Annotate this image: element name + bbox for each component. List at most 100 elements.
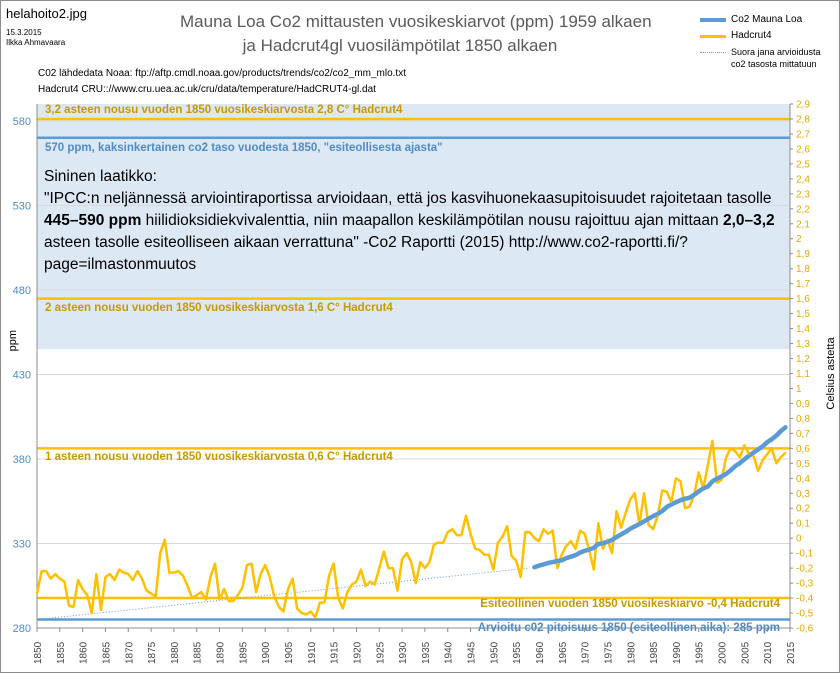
hadcrut-point xyxy=(711,440,714,442)
hadcrut-point xyxy=(383,550,385,553)
x-tick-label: 1855 xyxy=(56,641,67,664)
co2-point xyxy=(633,525,636,528)
co2-point xyxy=(551,561,554,564)
y-right-tick-label: 0,4 xyxy=(796,474,810,485)
legend: Co2 Mauna Loa Hadcrut4 Suora jana arvioi… xyxy=(700,14,836,88)
hadcrut-point xyxy=(264,564,266,566)
hadcrut-point xyxy=(679,480,682,483)
hadcrut-point xyxy=(259,573,262,575)
annotation-285-ppm: Arvioitu c02 pitoisuus 1850 (esiteolline… xyxy=(477,621,780,634)
hadcrut-point xyxy=(757,470,759,472)
hadcrut-point xyxy=(186,585,189,587)
hadcrut-point xyxy=(287,588,289,590)
y-right-tick-label: 1,8 xyxy=(796,264,810,275)
hadcrut-point xyxy=(697,471,700,474)
co2-point xyxy=(779,430,782,433)
x-tick-label: 1860 xyxy=(79,641,90,664)
legend-swatch-trend xyxy=(700,52,726,53)
hadcrut-point xyxy=(506,525,508,527)
y-right-tick-label: 1,5 xyxy=(796,309,810,320)
co2-point xyxy=(638,523,641,526)
hadcrut-point xyxy=(405,552,408,554)
y-right-tick-label: 0,2 xyxy=(796,504,810,515)
hadcrut-point xyxy=(314,616,317,619)
x-tick-label: 1920 xyxy=(352,641,363,664)
x-tick-label: 1975 xyxy=(603,641,614,664)
annotation-3-2-degree: 3,2 asteen nousu vuoden 1850 vuosikeskia… xyxy=(45,103,403,116)
co2-point xyxy=(725,472,728,475)
hadcrut-point xyxy=(433,543,435,545)
y-right-tick-label: 0,7 xyxy=(796,429,810,440)
co2-point xyxy=(729,469,732,472)
hadcrut-point xyxy=(159,552,162,554)
hadcrut-point xyxy=(95,573,98,575)
y-left-tick-label: 530 xyxy=(13,200,31,212)
x-tick-label: 1915 xyxy=(330,641,341,664)
quote-part3: asteen tasolle esiteolliseen aikaan verr… xyxy=(44,234,688,273)
co2-point xyxy=(688,496,691,499)
co2-point xyxy=(784,426,787,429)
hadcrut-point xyxy=(492,568,495,571)
hadcrut-point xyxy=(232,600,235,602)
y-right-tick-label: 0 xyxy=(796,534,802,545)
hadcrut-point xyxy=(122,571,125,574)
x-tick-label: 1875 xyxy=(147,641,158,664)
x-tick-label: 1960 xyxy=(535,641,546,664)
x-tick-label: 1990 xyxy=(672,641,683,664)
hadcrut-point xyxy=(45,570,47,572)
hadcrut-point xyxy=(214,562,216,565)
y-right-tick-labels: -0,6 -0,5 -0,4 -0,3 -0,2 -0,1 0 0,1 0,2 0,3 0,4 0,5… xyxy=(790,100,814,635)
co2-point xyxy=(538,564,540,567)
y-right-tick-label: 0,6 xyxy=(796,444,810,455)
hadcrut-point xyxy=(109,573,111,575)
co2-point xyxy=(647,517,650,520)
hadcrut-point xyxy=(615,510,618,513)
y-right-tick-label: 2,7 xyxy=(796,129,810,140)
y-right-tick-label: -0,5 xyxy=(796,609,814,620)
hadcrut-point xyxy=(547,532,549,535)
hadcrut-point xyxy=(346,591,349,593)
hadcrut-point xyxy=(488,553,490,556)
hadcrut-point xyxy=(565,544,568,547)
y-right-tick-label: 2,4 xyxy=(796,174,810,185)
co2-point xyxy=(652,515,655,518)
y-right-tick-label: -0,1 xyxy=(796,549,814,560)
hadcrut-point xyxy=(410,561,413,563)
x-tick-label: 2000 xyxy=(718,641,729,664)
hadcrut-point xyxy=(268,576,271,578)
hadcrut-point xyxy=(510,555,513,557)
hadcrut-point xyxy=(501,535,504,538)
annotation-1-degree: 1 asteen nousu vuoden 1850 vuosikeskiarv… xyxy=(45,451,393,464)
hadcrut-point xyxy=(300,612,303,614)
y-right-tick-label: -0,3 xyxy=(796,579,814,590)
legend-item-co2: Co2 Mauna Loa xyxy=(700,14,836,28)
hadcrut-point xyxy=(424,567,426,569)
y-left-tick-label: 580 xyxy=(13,116,31,128)
hadcrut-point xyxy=(323,601,326,604)
hadcrut-point xyxy=(173,571,175,574)
x-tick-label: 1850 xyxy=(33,641,44,664)
hadcrut-point xyxy=(570,540,572,542)
y-right-tick-label: 1,6 xyxy=(796,294,810,305)
x-tick-label: 2005 xyxy=(740,641,751,664)
hadcrut-point xyxy=(474,547,476,550)
quote-part2: hiilidioksidiekvivalenttia, niin maapall… xyxy=(141,212,723,229)
hadcrut-point xyxy=(629,498,632,501)
annotation-570-ppm: 570 ppm, kaksinkertainen co2 taso vuodes… xyxy=(45,141,443,154)
co2-point xyxy=(565,557,568,560)
hadcrut-point xyxy=(59,577,61,580)
legend-item-hadcrut: Hadcrut4 xyxy=(700,30,836,44)
annotation-2-degree: 2 asteen nousu vuoden 1850 vuosikeskiarv… xyxy=(45,301,393,314)
hadcrut-point xyxy=(355,580,358,583)
co2-point xyxy=(684,497,687,500)
hadcrut-point xyxy=(205,598,207,601)
hadcrut-point xyxy=(351,583,353,586)
hadcrut-point xyxy=(515,559,517,562)
co2-point xyxy=(670,503,673,506)
hadcrut-point xyxy=(538,540,540,542)
hadcrut-point xyxy=(519,576,522,578)
co2-point xyxy=(665,506,668,509)
y-right-tick-label: 1,9 xyxy=(796,249,810,260)
co2-point xyxy=(775,434,778,437)
